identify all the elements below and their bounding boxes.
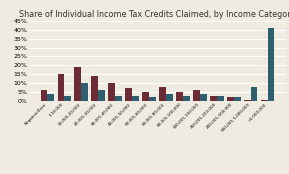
Bar: [125, 88, 132, 101]
Bar: [210, 96, 217, 101]
Bar: [115, 96, 122, 101]
Bar: [75, 67, 81, 101]
Bar: [40, 90, 47, 101]
Bar: [159, 87, 166, 101]
Bar: [47, 94, 54, 101]
Bar: [91, 76, 98, 101]
Bar: [193, 90, 200, 101]
Bar: [183, 96, 190, 101]
Bar: [166, 94, 173, 101]
Bar: [108, 83, 115, 101]
Bar: [98, 90, 105, 101]
Bar: [149, 97, 156, 101]
Bar: [58, 74, 64, 101]
Bar: [176, 92, 183, 101]
Bar: [200, 94, 207, 101]
Bar: [234, 97, 240, 101]
Bar: [217, 96, 224, 101]
Bar: [227, 97, 234, 101]
Bar: [244, 100, 251, 101]
Title: Share of Individual Income Tax Credits Claimed, by Income Category: Share of Individual Income Tax Credits C…: [19, 10, 289, 19]
Bar: [261, 100, 268, 101]
Bar: [64, 96, 71, 101]
Bar: [81, 83, 88, 101]
Bar: [142, 92, 149, 101]
Bar: [268, 28, 275, 101]
Bar: [251, 87, 257, 101]
Bar: [132, 96, 139, 101]
